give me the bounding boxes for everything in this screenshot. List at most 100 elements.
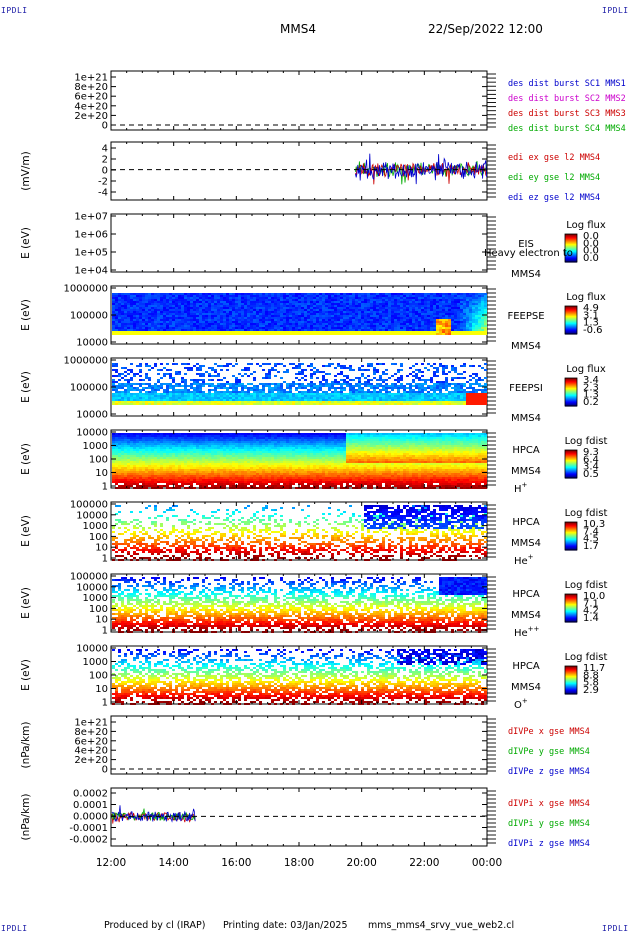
colorbar-frame-hpca_he	[564, 521, 578, 551]
colorbar-feepse	[565, 306, 577, 335]
ytick-label-hpca_o: 1	[102, 698, 108, 709]
ytick-label-hpca_hepp: 10	[95, 615, 108, 626]
legend-edi-1: edi ey gse l2 MMS4	[508, 173, 600, 183]
colorbar-tick-feepse-3: -0.6	[583, 325, 603, 336]
ytick-label-hpca_h: 1000	[83, 441, 108, 452]
header-datetime: 22/Sep/2022 12:00	[428, 22, 543, 36]
ylabel-edi: (mV/m)	[20, 151, 32, 190]
ylabel-dvpi: (nPa/km)	[20, 794, 32, 841]
ytick-label-hpca_h: 10	[95, 468, 108, 479]
colorbar-title-hpca_h: Log fdist	[565, 436, 608, 447]
panel-hpca_hepp	[110, 574, 578, 633]
ytick-label-des: 6e+20	[74, 92, 108, 103]
colorbar-hpca_o	[565, 666, 577, 695]
colorbar-tick-hpca_h-1: 6.4	[583, 454, 599, 465]
frame-des	[110, 70, 488, 131]
colorbar-tick-hpca_o-0: 11.7	[583, 663, 605, 674]
instrument-hpca_h: HPCA	[512, 445, 540, 456]
colorbar-hpca_hepp	[565, 594, 577, 623]
ytick-label-dvpe: 8e+20	[74, 727, 108, 738]
xtick-label: 14:00	[159, 857, 189, 869]
ylabel-feepse: E (eV)	[20, 299, 32, 331]
colorbar-tick-feepsi-3: 0.2	[583, 397, 599, 408]
species-charge-hpca_hepp: ++	[528, 625, 540, 633]
colorbar-frame-hpca_h	[564, 449, 578, 479]
panel-hpca_h	[110, 430, 578, 489]
ytick-label-hpca_hepp: 1000	[83, 593, 108, 604]
colorbar-tick-hpca_he-1: 7.4	[583, 526, 599, 537]
ytick-label-dvpe: 6e+20	[74, 736, 108, 747]
xtick-label: 12:00	[96, 857, 126, 869]
instrument-feepsi: FEEPSI	[509, 383, 543, 394]
ylabel-dvpe: (nPa/km)	[20, 722, 32, 769]
legend-edi-2: edi ez gse l2 MMS4	[508, 193, 600, 203]
colorbar-tick-hpca_h-3: 0.5	[583, 469, 599, 480]
spectrogram-hpca_he	[112, 505, 487, 561]
spectrogram-hpca_hepp	[112, 577, 487, 633]
ylabel-feepsi: E (eV)	[20, 371, 32, 403]
legend-dvpi-1: dIVPi y gse MMS4	[508, 819, 590, 829]
ytick-label-edi: 0	[102, 166, 108, 177]
ytick-label-hpca_hepp: 1	[102, 626, 108, 637]
legend-des-3: des dist burst SC4 MMS4	[508, 124, 626, 134]
ytick-label-feepsi: 100000	[70, 383, 108, 394]
ytick-label-hpca_hepp: 100000	[70, 572, 108, 583]
corner-tag-bottom-right: IPDLI	[602, 924, 629, 933]
footer-producer: Produced by cl (IRAP)	[104, 920, 206, 931]
instrument-hpca_hepp: HPCA	[512, 589, 540, 600]
ytick-label-dvpe: 1e+21	[74, 718, 108, 729]
colorbar-tick-hpca_o-3: 2.9	[583, 685, 599, 696]
ylabel-hpca_o: E (eV)	[20, 659, 32, 691]
sc-feepsi: MMS4	[511, 413, 541, 424]
colorbar-tick-feepse-0: 4.9	[583, 303, 599, 314]
species-hpca_o: O+	[514, 697, 528, 711]
ytick-label-hpca_h: 100	[89, 455, 108, 466]
legend-edi-0: edi ex gse l2 MMS4	[508, 153, 600, 163]
species-charge-hpca_he: +	[528, 553, 534, 561]
legend-dvpe-1: dIVPe y gse MMS4	[508, 747, 590, 757]
colorbar-tick-hpca_hepp-2: 4.2	[583, 606, 599, 617]
ytick-label-dvpe: 0	[102, 765, 108, 776]
ytick-label-hpca_o: 1000	[83, 657, 108, 668]
panel-hpca_o	[110, 646, 578, 705]
spectrogram-feepsi	[112, 363, 487, 405]
colorbar-title-feepsi: Log flux	[566, 364, 606, 375]
colorbar-frame-hpca_o	[564, 665, 578, 695]
colorbar-tick-eis-3: 0.0	[583, 253, 599, 264]
header-spacecraft: MMS4	[280, 22, 316, 36]
colorbar-tick-eis-0: 0.0	[583, 231, 599, 242]
ytick-label-edi: 2	[102, 155, 108, 166]
ytick-label-eis: 1e+06	[74, 230, 108, 241]
ytick-label-des: 2e+20	[74, 111, 108, 122]
panel-des	[110, 71, 496, 130]
spectrogram-hpca_o	[112, 649, 487, 705]
colorbar-tick-hpca_h-0: 9.3	[583, 447, 599, 458]
xtick-label: 20:00	[347, 857, 377, 869]
legend-des-1: des dist burst SC2 MMS2	[508, 94, 626, 104]
ytick-label-dvpe: 2e+20	[74, 755, 108, 766]
instrument-hpca_o: HPCA	[512, 661, 540, 672]
colorbar-title-feepse: Log flux	[566, 292, 606, 303]
ytick-label-dvpi: 0.0002	[73, 789, 108, 800]
instrument-feepse: FEEPSE	[507, 311, 544, 322]
panel-hpca_he	[110, 502, 578, 561]
colorbar-frame-eis	[564, 233, 578, 263]
ytick-label-feepsi: 10000	[76, 410, 108, 421]
ylabel-hpca_he: E (eV)	[20, 515, 32, 547]
panel-dvpi	[110, 788, 496, 846]
ytick-label-hpca_he: 10	[95, 543, 108, 554]
ytick-label-hpca_o: 100	[89, 671, 108, 682]
instrument-eis: EIS	[518, 239, 534, 250]
colorbar-tick-feepse-1: 3.1	[583, 310, 599, 321]
xtick-label: 16:00	[221, 857, 251, 869]
frame-eis	[110, 213, 488, 273]
colorbar-tick-hpca_he-2: 4.5	[583, 534, 599, 545]
ytick-label-hpca_h: 10000	[76, 428, 108, 439]
colorbar-hpca_h	[565, 450, 577, 479]
sc-feepse: MMS4	[511, 341, 541, 352]
colorbar-tick-eis-1: 0.0	[583, 238, 599, 249]
ytick-label-feepse: 1000000	[63, 284, 108, 295]
ytick-label-dvpe: 4e+20	[74, 746, 108, 757]
ylabel-hpca_hepp: E (eV)	[20, 587, 32, 619]
colorbar-tick-hpca_hepp-3: 1.4	[583, 613, 599, 624]
